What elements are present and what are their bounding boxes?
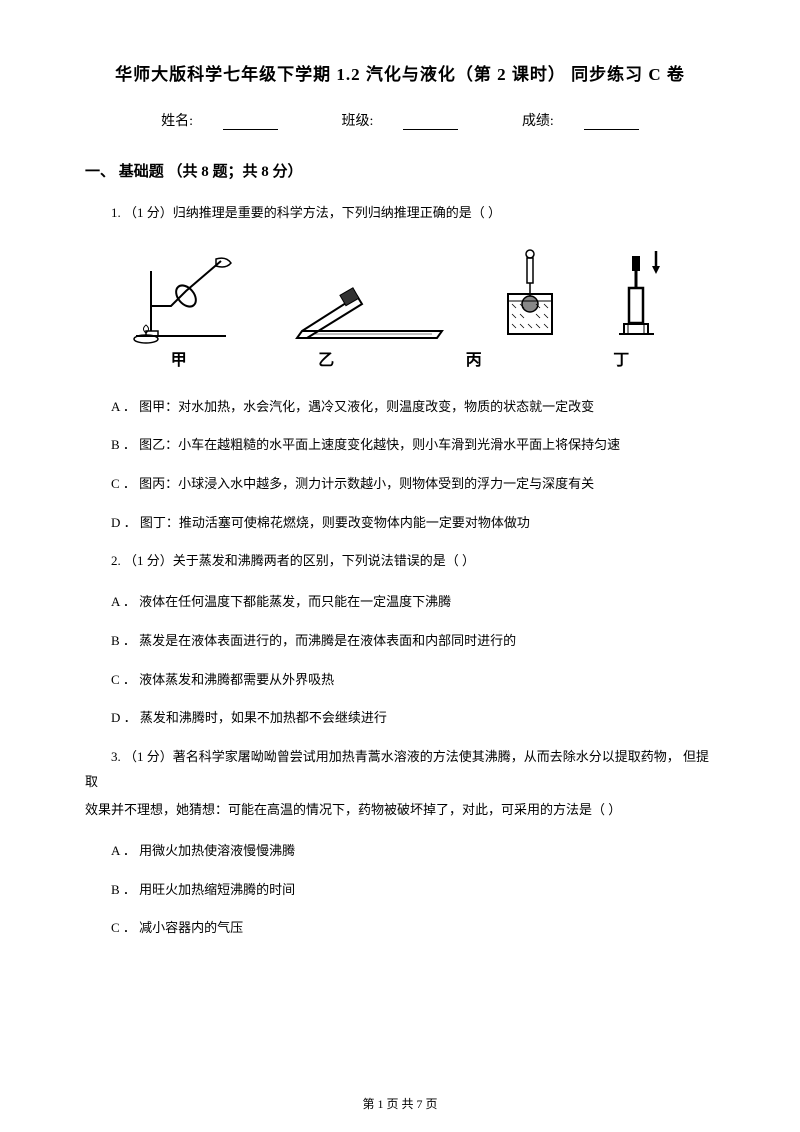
class-label: 班级: [327, 114, 474, 129]
q3-option-b: B ． 用旺火加热缩短沸腾的时间 [85, 878, 715, 903]
score-label: 成绩: [507, 114, 654, 129]
q1-option-d: D ． 图丁：推动活塞可使棉花燃烧，则要改变物体内能一定要对物体做功 [85, 511, 715, 536]
info-line: 姓名: 班级: 成绩: [85, 110, 715, 130]
page-footer: 第 1 页 共 7 页 [0, 1095, 800, 1112]
q3-option-c: C ． 减小容器内的气压 [85, 916, 715, 941]
q2-option-b: B ． 蒸发是在液体表面进行的，而沸腾是在液体表面和内部同时进行的 [85, 629, 715, 654]
q2-option-a: A ． 液体在任何温度下都能蒸发，而只能在一定温度下沸腾 [85, 590, 715, 615]
figure-bing [498, 246, 563, 346]
figure-ding [614, 246, 669, 346]
label-yi: 乙 [318, 346, 334, 370]
q3-stem-line1: 3. （1 分）著名科学家屠呦呦曾尝试用加热青蒿水溶液的方法使其沸腾，从而去除水… [85, 745, 715, 794]
page-title: 华师大版科学七年级下学期 1.2 汽化与液化（第 2 课时） 同步练习 C 卷 [85, 60, 715, 85]
label-jia: 甲 [171, 346, 187, 370]
q2-option-c: C ． 液体蒸发和沸腾都需要从外界吸热 [85, 668, 715, 693]
q2-stem: 2. （1 分）关于蒸发和沸腾两者的区别，下列说法错误的是（ ） [85, 549, 715, 574]
q3-stem-line2: 效果并不理想，她猜想：可能在高温的情况下，药物被破坏掉了，对此，可采用的方法是（… [85, 798, 715, 823]
section-1-title: 一、 基础题 （共 8 题；共 8 分） [85, 160, 715, 181]
q1-figure-labels: 甲 乙 丙 丁 [85, 346, 715, 370]
figure-jia [131, 251, 241, 346]
q2-option-d: D ． 蒸发和沸腾时，如果不加热都不会继续进行 [85, 706, 715, 731]
name-label: 姓名: [146, 114, 293, 129]
q3-option-a: A ． 用微火加热使溶液慢慢沸腾 [85, 839, 715, 864]
q1-stem: 1. （1 分）归纳推理是重要的科学方法，下列归纳推理正确的是（ ） [85, 201, 715, 226]
figure-yi [292, 276, 447, 346]
label-bing: 丙 [466, 346, 482, 370]
q1-figures [85, 246, 715, 346]
label-ding: 丁 [613, 346, 629, 370]
q1-option-a: A ． 图甲：对水加热，水会汽化，遇冷又液化，则温度改变，物质的状态就一定改变 [85, 395, 715, 420]
q1-option-b: B ． 图乙：小车在越粗糙的水平面上速度变化越快，则小车滑到光滑水平面上将保持匀… [85, 433, 715, 458]
q1-option-c: C ． 图丙：小球浸入水中越多，测力计示数越小，则物体受到的浮力一定与深度有关 [85, 472, 715, 497]
